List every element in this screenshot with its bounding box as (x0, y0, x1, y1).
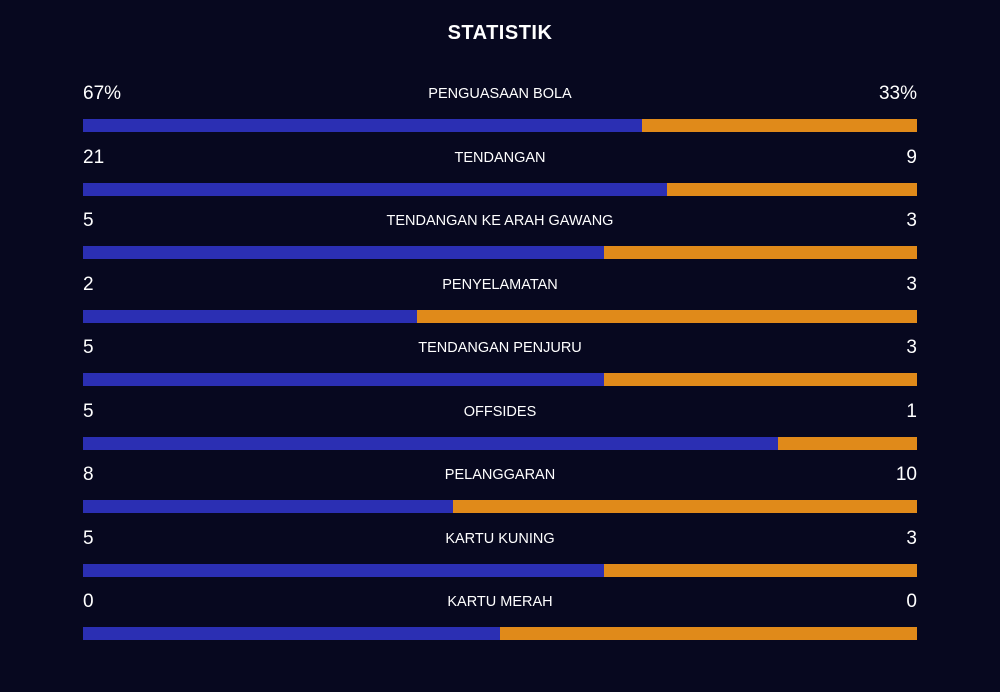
away-value: 1 (906, 400, 917, 422)
home-value: 5 (83, 337, 94, 358)
home-bar-segment (83, 436, 778, 450)
stat-row: 67% PENGUASAAN BOLA 33% (83, 81, 917, 145)
statistics-title: STATISTIK (447, 22, 553, 44)
away-value: 10 (895, 464, 917, 485)
home-bar-segment (83, 500, 454, 513)
stat-label: TENDANGAN (454, 149, 546, 166)
away-value: 3 (906, 210, 917, 231)
home-value: 2 (83, 273, 94, 295)
stat-label: PENYELAMATAN (442, 276, 558, 293)
stat-label: TENDANGAN PENJURU (418, 340, 582, 356)
stat-comparison-bar (83, 119, 917, 132)
away-bar-segment (604, 246, 917, 259)
stat-header: 5 OFFSIDES 1 (83, 399, 917, 425)
away-value: 3 (906, 527, 917, 549)
home-bar-segment (83, 182, 667, 196)
stat-row: 5 KARTU KUNING 3 (83, 526, 917, 590)
stat-header: 0 KARTU MERAH 0 (83, 589, 917, 615)
stat-comparison-bar (83, 627, 917, 640)
away-bar-segment (777, 436, 917, 450)
home-value: 8 (83, 464, 94, 485)
stat-comparison-bar (83, 563, 917, 577)
stat-label: PENGUASAAN BOLA (428, 86, 572, 102)
stat-comparison-bar (83, 182, 917, 196)
home-bar-segment (83, 627, 500, 640)
home-value: 0 (83, 591, 94, 612)
stat-header: 5 KARTU KUNING 3 (83, 526, 917, 552)
stat-row: 2 PENYELAMATAN 3 (83, 272, 917, 336)
stat-row: 5 TENDANGAN KE ARAH GAWANG 3 (83, 208, 917, 272)
stat-comparison-bar (83, 309, 917, 323)
home-bar-segment (83, 246, 605, 259)
away-bar-segment (641, 119, 917, 132)
stat-comparison-bar (83, 373, 917, 386)
stat-header: 5 TENDANGAN KE ARAH GAWANG 3 (83, 208, 917, 234)
stat-header: 67% PENGUASAAN BOLA 33% (83, 81, 917, 107)
away-bar-segment (666, 182, 917, 196)
away-bar-segment (604, 373, 917, 386)
away-value: 33% (878, 83, 917, 104)
stat-header: 2 PENYELAMATAN 3 (83, 272, 917, 298)
stat-header: 5 TENDANGAN PENJURU 3 (83, 335, 917, 361)
stat-label: KARTU KUNING (445, 530, 555, 547)
away-bar-segment (500, 627, 917, 640)
away-bar-segment (604, 563, 917, 577)
home-bar-segment (83, 563, 605, 577)
stat-row: 21 TENDANGAN 9 (83, 145, 917, 209)
home-value: 5 (83, 527, 94, 549)
stat-header: 8 PELANGGARAN 10 (83, 462, 917, 488)
away-bar-segment (416, 309, 917, 323)
stat-row: 8 PELANGGARAN 10 (83, 462, 917, 526)
away-value: 3 (906, 337, 917, 358)
home-value: 67% (83, 83, 122, 104)
stat-row: 5 TENDANGAN PENJURU 3 (83, 335, 917, 399)
stat-row: 5 OFFSIDES 1 (83, 399, 917, 463)
away-value: 0 (906, 591, 917, 612)
stat-comparison-bar (83, 436, 917, 450)
stat-label: OFFSIDES (463, 403, 537, 420)
stat-label: KARTU MERAH (447, 594, 553, 610)
away-value: 3 (906, 273, 917, 295)
away-bar-segment (453, 500, 917, 513)
stat-header: 21 TENDANGAN 9 (83, 145, 917, 171)
home-value: 21 (83, 146, 105, 168)
stat-row: 0 KARTU MERAH 0 (83, 589, 917, 653)
home-value: 5 (83, 400, 94, 422)
home-value: 5 (83, 210, 94, 231)
statistics-list: 67% PENGUASAAN BOLA 33% 21 TENDANGAN 9 5 TENDAN… (83, 81, 917, 653)
away-value: 9 (906, 146, 917, 168)
stat-label: PELANGGARAN (444, 467, 556, 483)
stat-comparison-bar (83, 246, 917, 259)
stat-comparison-bar (83, 500, 917, 513)
stat-label: TENDANGAN KE ARAH GAWANG (386, 213, 614, 229)
home-bar-segment (83, 309, 417, 323)
home-bar-segment (83, 119, 642, 132)
home-bar-segment (83, 373, 605, 386)
